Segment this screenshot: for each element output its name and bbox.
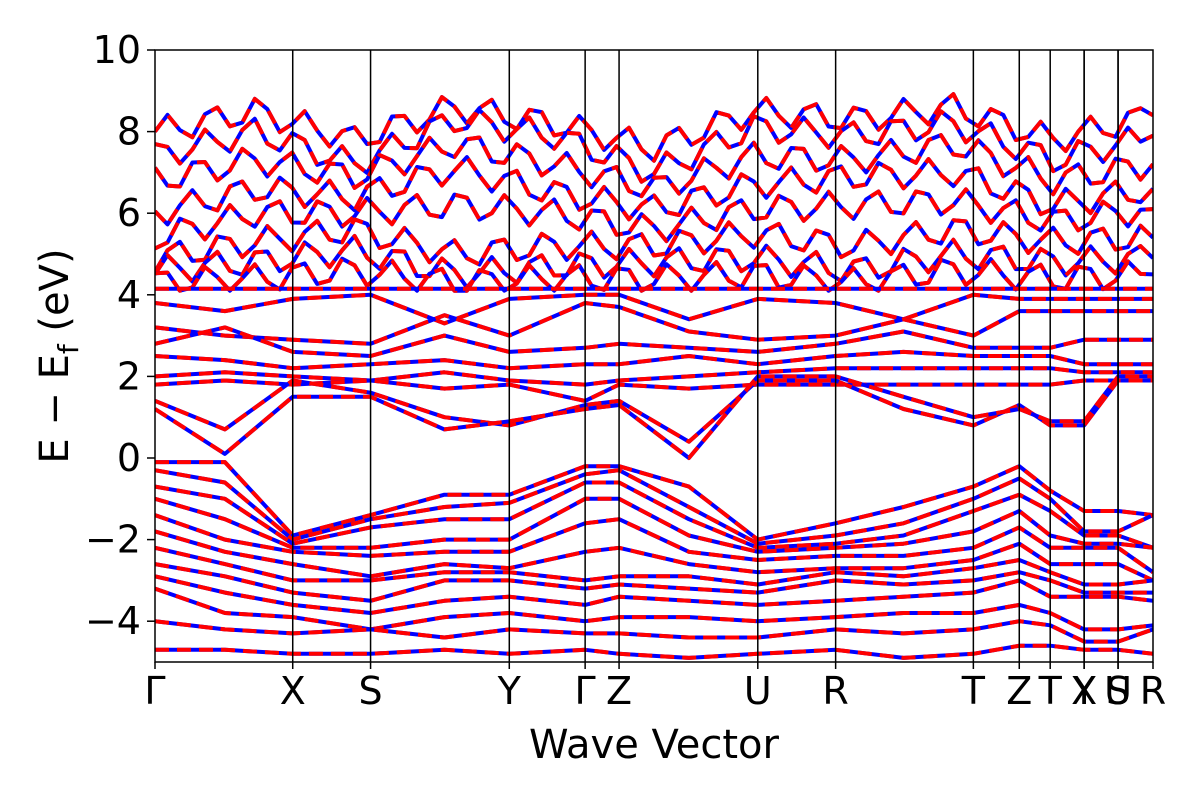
band-11-spin-up: [155, 496, 1153, 554]
y-axis-label: E − Ef (eV): [32, 248, 85, 463]
y-tick-label-3: 2: [117, 354, 141, 398]
x-axis-label: Wave Vector: [529, 722, 780, 768]
plot-frame: [154, 49, 1154, 663]
x-tick-label-11: Y: [1072, 669, 1097, 713]
conduction-band-7-spin-down: [155, 256, 1153, 293]
y-tick-label-0: −4: [85, 599, 141, 643]
band-7-spin-up: [155, 374, 1153, 460]
y-tick-label-2: 0: [117, 436, 141, 480]
y-axis-label-unit: (eV): [32, 248, 78, 344]
y-tick-label-7: 10: [93, 28, 141, 72]
conduction-band-3-spin-down: [155, 155, 1153, 227]
conduction-band-2-spin-down: [155, 133, 1153, 199]
x-tick-label-0: Γ: [144, 669, 165, 713]
bands-layer: [155, 92, 1153, 660]
x-tick-label-8: T: [961, 669, 986, 713]
conduction-band-6-spin-down: [155, 234, 1153, 290]
band-7-spin-down: [155, 374, 1153, 460]
conduction-band-1-spin-down: [155, 108, 1153, 184]
x-tick-label-3: Y: [497, 669, 522, 713]
y-axis-label-main: E − E: [32, 354, 78, 464]
band-17-spin-down: [155, 586, 1153, 632]
band-6-spin-down: [155, 378, 1153, 444]
x-tick-label-2: S: [359, 669, 383, 713]
band-19-spin-up: [155, 643, 1153, 660]
band-12-spin-down: [155, 513, 1153, 574]
band-11-spin-down: [155, 496, 1153, 554]
x-tick-label-9: Z: [1006, 669, 1032, 713]
band-3-spin-down: [155, 349, 1153, 371]
kpoint-lines: [291, 50, 1119, 662]
band-13-spin-down: [155, 529, 1153, 583]
band-2-spin-down: [155, 325, 1153, 358]
x-tick-label-4: Γ: [575, 669, 596, 713]
band-15-spin-down: [155, 562, 1153, 603]
x-tick-label-6: U: [744, 669, 772, 713]
y-tick-label-5: 6: [117, 191, 141, 235]
y-tick-label-4: 4: [117, 273, 141, 317]
x-tick-label-15: R: [1140, 669, 1166, 713]
band-18-spin-down: [155, 619, 1153, 644]
band-18-spin-up: [155, 619, 1153, 644]
band-16-spin-down: [155, 574, 1153, 615]
x-tick-label-14: S: [1106, 669, 1130, 713]
band-9-spin-down: [155, 468, 1153, 546]
conduction-band-5-spin-down: [155, 217, 1153, 273]
conduction-band-4-spin-down: [155, 187, 1153, 251]
x-tick-label-7: R: [822, 669, 848, 713]
y-tick-label-1: −2: [85, 518, 141, 562]
band-10-spin-down: [155, 480, 1153, 550]
x-tick-label-5: Z: [606, 669, 632, 713]
y-axis: −4 −2 0 2 4 6 8 10: [85, 28, 155, 643]
band-5-spin-down: [155, 378, 1153, 403]
band-0-spin-down: [155, 292, 1153, 326]
band-8-spin-down: [155, 460, 1153, 542]
x-tick-label-13: U: [1104, 669, 1132, 713]
conduction-band-0-spin-up: [155, 92, 1153, 163]
x-axis: Γ X S Y Γ Z U R T Z T YX US R: [144, 662, 1166, 713]
band-14-spin-down: [155, 545, 1153, 587]
band-1-spin-down: [155, 301, 1153, 346]
conduction-band-0-spin-down: [155, 92, 1153, 163]
y-tick-label-6: 8: [117, 110, 141, 154]
y-axis-label-subscript: f: [52, 343, 85, 354]
x-tick-label-10: T: [1038, 669, 1063, 713]
band-19-spin-down: [155, 643, 1153, 660]
conduction-band-3-spin-up: [155, 155, 1153, 227]
x-tick-label-12: X: [1071, 669, 1097, 713]
band-15-spin-up: [155, 562, 1153, 603]
x-tick-label-1: X: [280, 669, 306, 713]
